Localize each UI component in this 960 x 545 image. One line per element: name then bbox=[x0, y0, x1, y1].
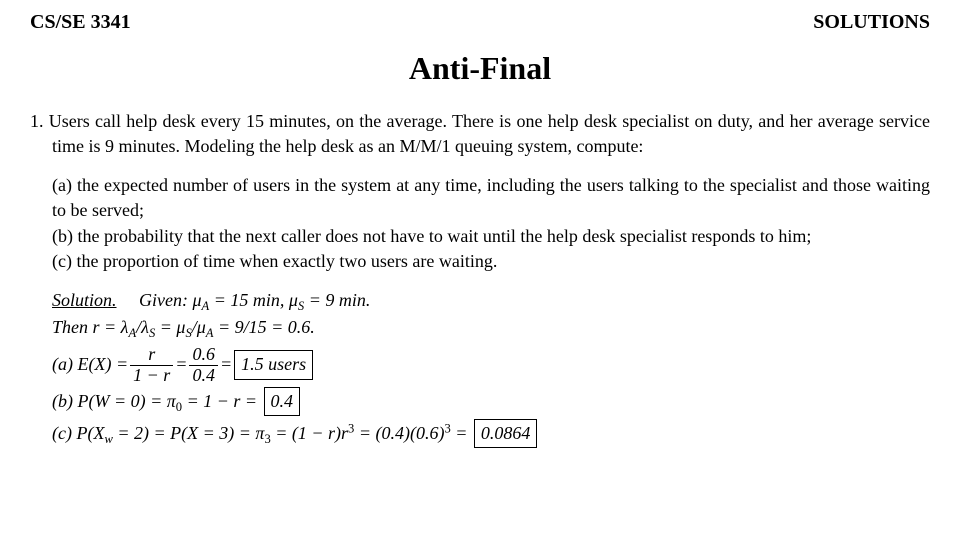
ans-c-rest3: = bbox=[451, 423, 472, 443]
frac-1-den: 1 − r bbox=[130, 365, 173, 386]
ans-c-mid: = 2) = P(X = 3) = π bbox=[113, 423, 265, 443]
eq2: = bbox=[220, 352, 232, 377]
ans-c-rest2: = (0.4)(0.6) bbox=[354, 423, 444, 443]
frac-2-den: 0.4 bbox=[189, 365, 218, 386]
ans-c-label: (c) P(X bbox=[52, 423, 104, 443]
given-mid1: = 15 min, μ bbox=[209, 290, 298, 310]
frac-1-num: r bbox=[130, 345, 173, 365]
part-a: (a) the expected number of users in the … bbox=[52, 173, 930, 223]
given-mid2: = 9 min. bbox=[304, 290, 370, 310]
ans-a-label: (a) E(X) = bbox=[52, 352, 128, 377]
frac-2-num: 0.6 bbox=[189, 345, 218, 365]
solution-given: Solution. Given: μA = 15 min, μS = 9 min… bbox=[52, 288, 930, 315]
then-mid1: /λ bbox=[136, 317, 149, 337]
problem-block: 1. Users call help desk every 15 minutes… bbox=[30, 109, 930, 448]
answer-b: (b) P(W = 0) = π0 = 1 − r = 0.4 bbox=[52, 387, 930, 416]
ans-c-box: 0.0864 bbox=[474, 419, 538, 448]
solution-label: Solution. bbox=[52, 290, 117, 310]
ans-c-rest: = (1 − r)r bbox=[271, 423, 348, 443]
then-mid3: /μ bbox=[192, 317, 206, 337]
problem-intro: 1. Users call help desk every 15 minutes… bbox=[30, 109, 930, 159]
part-b: (b) the probability that the next caller… bbox=[52, 224, 930, 249]
problem-text: Users call help desk every 15 minutes, o… bbox=[49, 111, 930, 156]
document-page: CS/SE 3341 SOLUTIONS Anti-Final 1. Users… bbox=[0, 0, 960, 545]
ans-a-box: 1.5 users bbox=[234, 350, 313, 379]
problem-number: 1. bbox=[30, 111, 44, 131]
header-right: SOLUTIONS bbox=[813, 8, 930, 36]
ans-b-label: (b) P(W = 0) = π bbox=[52, 391, 176, 411]
ans-c-sub: w bbox=[104, 431, 112, 445]
then-mid4: = 9/15 = 0.6. bbox=[213, 317, 314, 337]
solution-then: Then r = λA/λS = μS/μA = 9/15 = 0.6. bbox=[52, 315, 930, 342]
given-prefix: Given: μ bbox=[139, 290, 202, 310]
answer-a: (a) E(X) = r 1 − r = 0.6 0.4 = 1.5 users bbox=[52, 345, 313, 386]
problem-subparts: (a) the expected number of users in the … bbox=[30, 173, 930, 274]
ans-b-rest: = 1 − r = bbox=[182, 391, 261, 411]
answer-c: (c) P(Xw = 2) = P(X = 3) = π3 = (1 − r)r… bbox=[52, 419, 930, 448]
sub-a2: A bbox=[128, 326, 136, 340]
ans-b-box: 0.4 bbox=[264, 387, 301, 416]
frac-2: 0.6 0.4 bbox=[189, 345, 218, 386]
frac-1: r 1 − r bbox=[130, 345, 173, 386]
document-title: Anti-Final bbox=[30, 46, 930, 91]
course-code: CS/SE 3341 bbox=[30, 8, 131, 36]
then-prefix: Then r = λ bbox=[52, 317, 128, 337]
page-header: CS/SE 3341 SOLUTIONS bbox=[30, 8, 930, 36]
part-c: (c) the proportion of time when exactly … bbox=[52, 249, 930, 274]
eq1: = bbox=[175, 352, 187, 377]
then-mid2: = μ bbox=[155, 317, 185, 337]
solution-block: Solution. Given: μA = 15 min, μS = 9 min… bbox=[30, 288, 930, 448]
